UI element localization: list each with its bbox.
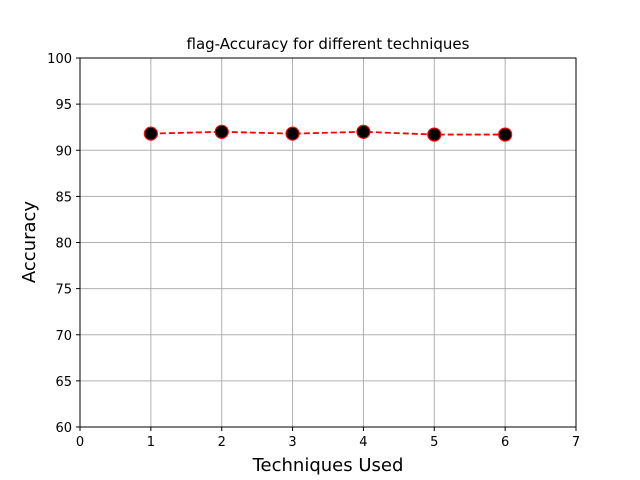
x-tick-label: 3 — [288, 435, 296, 450]
y-tick-label: 65 — [55, 375, 72, 390]
x-tick-label: 6 — [501, 435, 509, 450]
chart-title: flag-Accuracy for different techniques — [187, 35, 470, 53]
y-tick-label: 95 — [55, 98, 72, 113]
data-point — [498, 127, 513, 142]
x-axis-label: Techniques Used — [252, 455, 404, 476]
axis-ticks: 0 1 2 3 4 5 6 7 60 65 70 75 80 85 90 95 100 — [47, 52, 580, 450]
x-tick-label: 2 — [218, 435, 226, 450]
y-tick-label: 100 — [47, 52, 72, 67]
y-tick-label: 70 — [55, 329, 72, 344]
x-tick-label: 7 — [572, 435, 580, 450]
data-point — [427, 127, 442, 142]
y-tick-label: 85 — [55, 190, 72, 205]
data-point — [143, 126, 158, 141]
y-tick-label: 90 — [55, 144, 72, 159]
data-point — [356, 124, 371, 139]
y-tick-label: 80 — [55, 237, 72, 252]
series-line — [150, 130, 506, 136]
x-tick-label: 1 — [147, 435, 155, 450]
x-tick-label: 4 — [359, 435, 367, 450]
x-tick-label: 0 — [76, 435, 84, 450]
y-tick-label: 60 — [55, 421, 72, 436]
x-tick-label: 5 — [430, 435, 438, 450]
data-series — [143, 124, 513, 142]
y-axis-label: Accuracy — [19, 201, 40, 284]
grid-lines — [80, 58, 576, 427]
data-point — [285, 126, 300, 141]
y-tick-label: 75 — [55, 283, 72, 298]
data-point — [214, 124, 229, 139]
